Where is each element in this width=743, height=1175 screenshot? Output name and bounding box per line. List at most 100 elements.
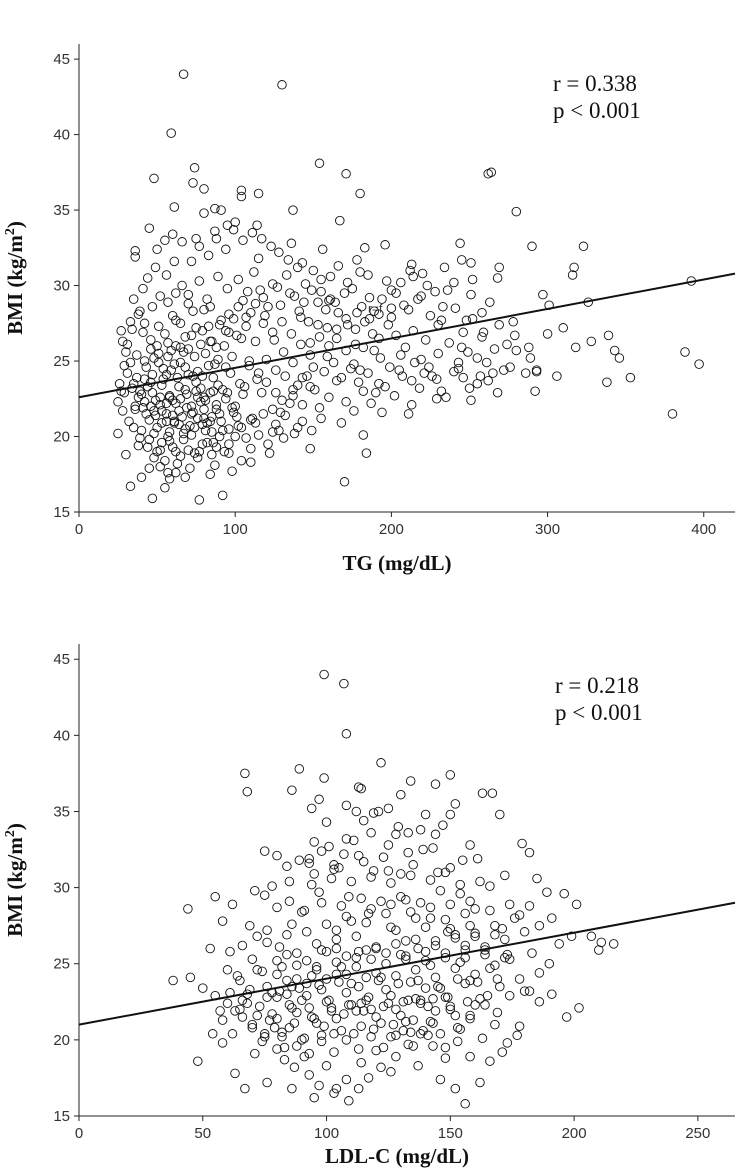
data-point [356,783,366,794]
data-point [366,828,376,838]
data-point [380,240,390,250]
data-point [381,908,391,919]
data-point [305,338,315,348]
data-point [466,289,476,300]
data-point [358,1006,369,1016]
data-point [310,384,320,395]
data-point [440,992,451,1002]
data-point [161,409,172,419]
data-point [225,946,235,957]
data-point [205,301,215,312]
data-point [445,863,456,873]
data-point [424,362,434,372]
data-point [414,383,425,393]
data-point [353,946,364,957]
data-point [138,283,148,294]
data-point [149,452,159,463]
data-point [177,237,187,247]
data-point [542,887,552,897]
data-point [238,235,248,246]
data-point [194,495,205,505]
data-point [460,940,470,951]
data-point [360,243,370,253]
data-point [490,930,500,940]
data-point [488,368,498,378]
data-point [455,238,465,249]
data-point [199,208,209,218]
data-point [440,1042,451,1053]
data-point [339,849,349,859]
data-point [250,885,260,896]
data-point [445,770,456,780]
data-point [547,989,557,999]
data-point [410,934,421,945]
data-point [341,834,352,844]
data-point [455,1024,465,1034]
data-point [285,398,295,409]
data-point [275,407,286,418]
data-point [314,794,324,805]
data-point [333,261,344,271]
data-point [130,252,140,262]
data-point [329,1088,339,1098]
y-tick-label: 35 [53,803,70,820]
data-point [509,913,520,923]
r-value-annotation: r = 0.218 [555,673,639,698]
data-point [287,1003,297,1013]
data-point [547,913,557,923]
data-point [297,400,308,410]
data-point [431,394,442,404]
data-point [247,954,258,964]
plot-area [79,44,735,512]
data-point [603,330,614,341]
x-tick-label: 0 [75,521,83,538]
data-point [450,1010,461,1021]
data-point [313,320,323,330]
data-point [250,418,261,428]
data-point [292,380,303,390]
data-point [324,392,334,403]
data-point [142,442,153,452]
data-point [280,410,290,421]
data-point [189,351,200,362]
data-point [128,422,139,433]
data-point [175,342,186,353]
data-point [252,1010,262,1021]
data-point [410,965,421,975]
data-point [485,297,495,307]
data-point [130,404,140,415]
data-point [415,825,426,835]
data-point [180,384,190,395]
fit-line [78,272,736,399]
data-point [569,262,579,273]
data-point [346,1000,357,1010]
data-point [230,1006,240,1016]
data-point [487,788,498,798]
data-point [149,406,159,416]
data-point [504,899,515,910]
data-point [452,974,463,984]
data-point [149,173,159,184]
data-point [177,280,187,291]
data-point [342,320,353,330]
data-point [383,803,394,814]
data-point [210,203,220,214]
data-point [160,483,170,493]
data-point [302,371,312,381]
data-point [472,353,483,363]
data-point [453,357,464,368]
data-point [369,306,379,316]
fit-line [78,901,736,1026]
data-point [300,279,311,289]
data-point [495,809,505,820]
data-point [350,324,361,335]
data-point [192,392,203,403]
data-point [203,360,214,371]
data-point [230,217,240,227]
data-point [368,866,379,876]
data-point [174,381,184,392]
data-point [502,339,512,350]
data-point [508,317,518,327]
data-point [445,923,456,934]
data-point [378,1042,389,1053]
